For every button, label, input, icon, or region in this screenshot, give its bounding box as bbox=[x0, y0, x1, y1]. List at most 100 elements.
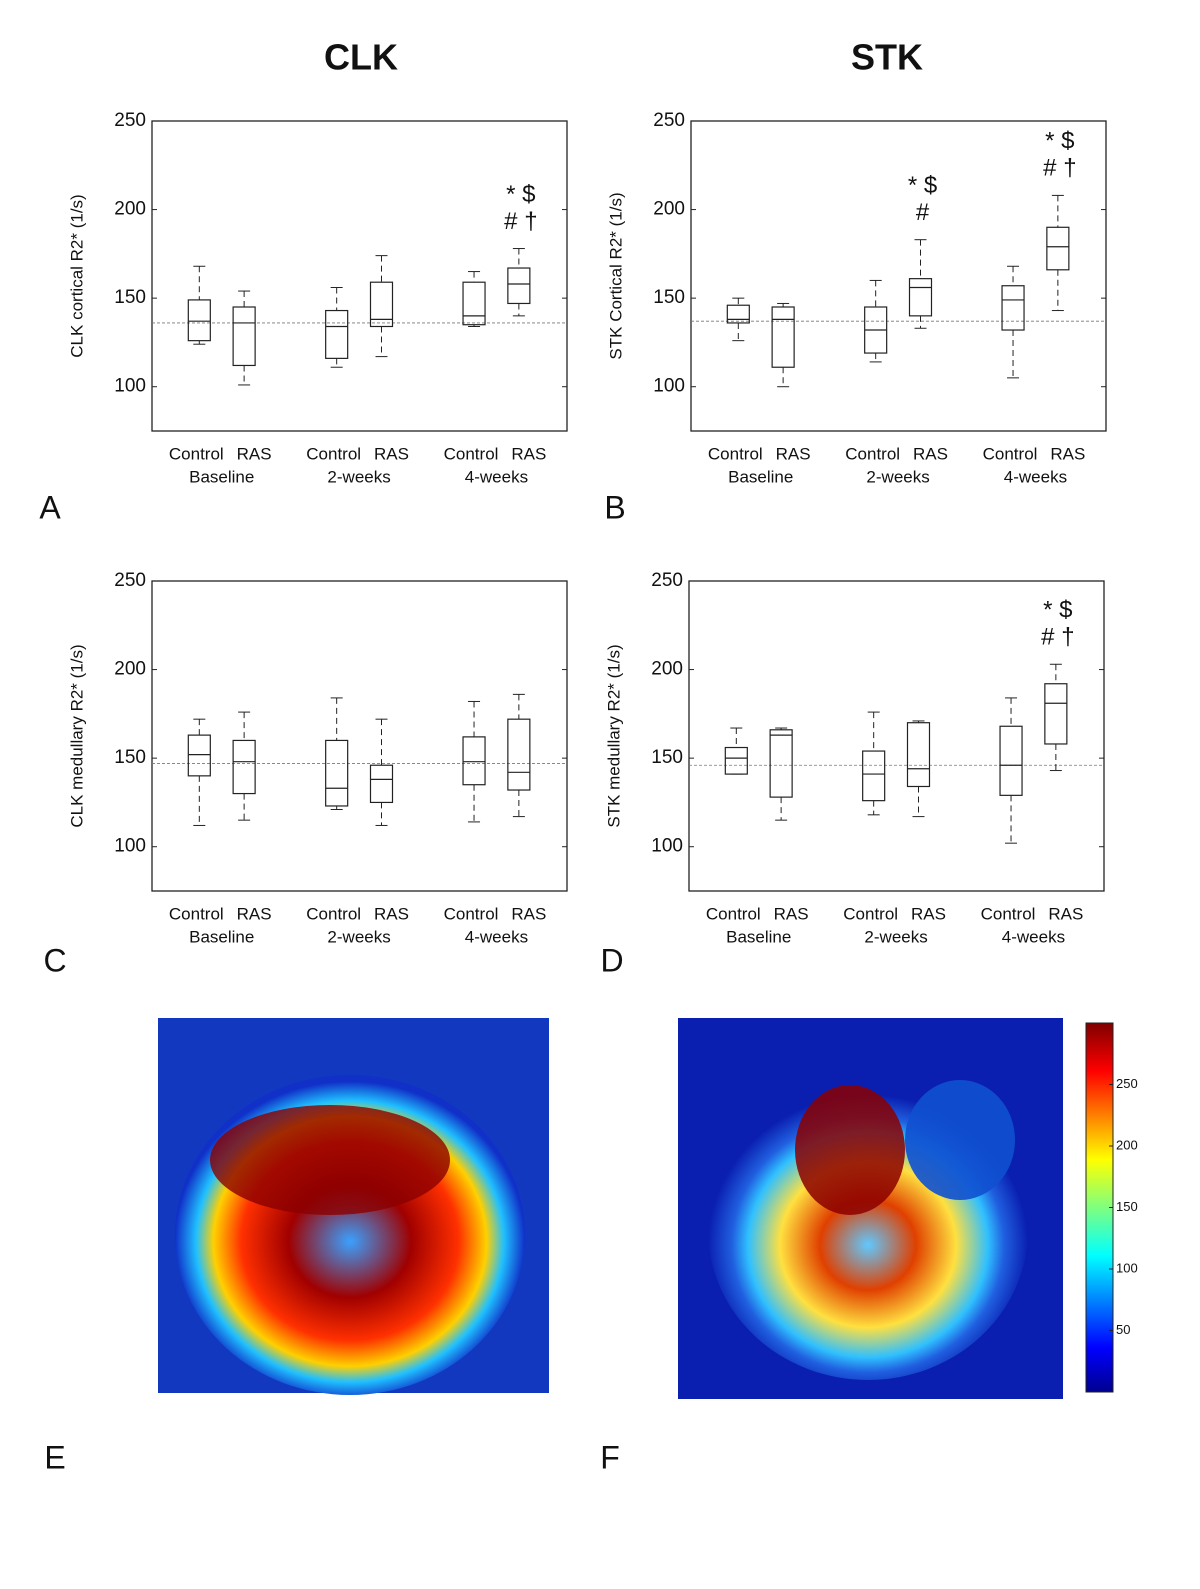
box bbox=[325, 309, 349, 359]
x-tick-label: Control bbox=[444, 444, 499, 463]
y-tick-label: 200 bbox=[653, 199, 685, 220]
annotation: # † bbox=[504, 208, 537, 235]
x-tick-label: RAS bbox=[511, 444, 546, 463]
mri-image-e bbox=[158, 1018, 549, 1395]
y-axis-label: CLK cortical R2* (1/s) bbox=[67, 194, 86, 357]
group-label: Baseline bbox=[189, 467, 254, 486]
x-tick-label: RAS bbox=[511, 904, 546, 923]
x-tick-label: Control bbox=[983, 444, 1038, 463]
annotation: * $ bbox=[1043, 597, 1072, 624]
x-tick-label: RAS bbox=[237, 444, 272, 463]
plot-frame bbox=[688, 580, 1105, 892]
x-tick-label: Control bbox=[169, 904, 224, 923]
x-tick-label: Control bbox=[306, 904, 361, 923]
x-tick-label: Control bbox=[708, 444, 763, 463]
x-tick-label: RAS bbox=[911, 904, 946, 923]
box bbox=[507, 718, 531, 791]
y-axis-label: STK Cortical R2* (1/s) bbox=[606, 192, 625, 359]
annotation: # bbox=[916, 199, 930, 226]
y-axis-label: CLK medullary R2* (1/s) bbox=[67, 644, 86, 827]
box bbox=[726, 304, 750, 324]
box bbox=[232, 739, 256, 795]
plot-frame bbox=[690, 120, 1107, 432]
x-tick-label: RAS bbox=[1050, 444, 1085, 463]
colorbar-tick-label: 250 bbox=[1116, 1076, 1138, 1091]
x-tick-label: RAS bbox=[374, 444, 409, 463]
group-label: 2-weeks bbox=[864, 927, 927, 946]
x-tick-label: RAS bbox=[374, 904, 409, 923]
colorbar-tick-label: 200 bbox=[1116, 1137, 1138, 1152]
group-label: Baseline bbox=[728, 467, 793, 486]
box bbox=[507, 267, 531, 305]
y-tick-label: 100 bbox=[653, 376, 685, 397]
x-tick-label: Control bbox=[843, 904, 898, 923]
x-tick-label: Control bbox=[444, 904, 499, 923]
y-tick-label: 100 bbox=[114, 376, 146, 397]
colorbar-tick-label: 100 bbox=[1116, 1260, 1138, 1275]
box bbox=[906, 722, 931, 788]
column-heading: CLK bbox=[324, 37, 398, 78]
y-tick-label: 150 bbox=[114, 287, 146, 308]
box bbox=[1046, 226, 1070, 271]
colorbar-tick-label: 150 bbox=[1116, 1199, 1138, 1214]
panel-label: E bbox=[44, 1439, 65, 1475]
annotation: * $ bbox=[1045, 128, 1074, 155]
box bbox=[724, 746, 748, 775]
y-tick-label: 150 bbox=[653, 287, 685, 308]
box bbox=[369, 281, 394, 328]
group-label: 2-weeks bbox=[327, 927, 390, 946]
box bbox=[187, 734, 211, 777]
box bbox=[462, 281, 486, 326]
plot-frame bbox=[151, 120, 568, 432]
y-tick-label: 100 bbox=[114, 836, 146, 857]
box bbox=[1001, 285, 1025, 331]
x-tick-label: RAS bbox=[913, 444, 948, 463]
y-tick-label: 250 bbox=[114, 570, 146, 591]
y-tick-label: 200 bbox=[114, 659, 146, 680]
y-axis-label: STK medullary R2* (1/s) bbox=[604, 644, 623, 827]
panel-label: A bbox=[39, 489, 61, 525]
y-tick-label: 250 bbox=[651, 570, 683, 591]
group-label: 4-weeks bbox=[465, 927, 528, 946]
panel-label: D bbox=[600, 942, 623, 978]
x-tick-label: Control bbox=[169, 444, 224, 463]
x-tick-label: RAS bbox=[237, 904, 272, 923]
y-tick-label: 100 bbox=[651, 836, 683, 857]
colorbar-tick-label: 50 bbox=[1116, 1322, 1130, 1337]
group-label: 4-weeks bbox=[465, 467, 528, 486]
annotation: # † bbox=[1041, 624, 1074, 651]
panel-label: B bbox=[604, 489, 625, 525]
panel-label: C bbox=[43, 942, 66, 978]
group-label: Baseline bbox=[726, 927, 791, 946]
x-tick-label: Control bbox=[306, 444, 361, 463]
x-tick-label: Control bbox=[706, 904, 761, 923]
box bbox=[862, 750, 886, 802]
box bbox=[999, 725, 1023, 796]
plot-frame bbox=[151, 580, 568, 892]
box bbox=[232, 306, 256, 367]
x-tick-label: RAS bbox=[1048, 904, 1083, 923]
group-label: 2-weeks bbox=[866, 467, 929, 486]
colorbar bbox=[1085, 1022, 1114, 1393]
column-heading: STK bbox=[851, 37, 923, 78]
group-label: 2-weeks bbox=[327, 467, 390, 486]
box bbox=[369, 764, 394, 804]
box bbox=[187, 299, 211, 342]
box bbox=[325, 739, 349, 807]
x-tick-label: RAS bbox=[776, 444, 811, 463]
x-tick-label: RAS bbox=[774, 904, 809, 923]
x-tick-label: Control bbox=[981, 904, 1036, 923]
y-tick-label: 150 bbox=[651, 747, 683, 768]
annotation: * $ bbox=[506, 181, 535, 208]
y-tick-label: 200 bbox=[651, 659, 683, 680]
group-label: 4-weeks bbox=[1002, 927, 1065, 946]
box bbox=[462, 736, 486, 786]
panel-label: F bbox=[600, 1439, 620, 1475]
box bbox=[771, 306, 795, 368]
annotation: # † bbox=[1043, 155, 1076, 182]
x-tick-label: Control bbox=[845, 444, 900, 463]
mri-image-f bbox=[678, 1018, 1063, 1399]
y-tick-label: 200 bbox=[114, 199, 146, 220]
group-label: Baseline bbox=[189, 927, 254, 946]
